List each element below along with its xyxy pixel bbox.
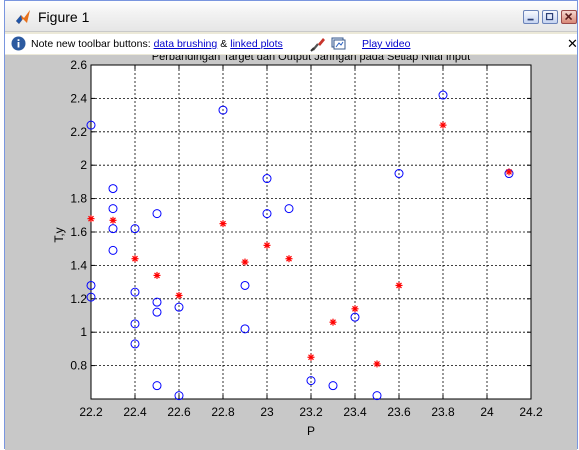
matlab-logo-icon (16, 10, 30, 24)
x-tick-label: 23.2 (299, 405, 323, 419)
x-tick-label: 23 (260, 405, 274, 419)
data-point-circle (130, 224, 140, 234)
notice-close-icon[interactable]: ✕ (567, 36, 578, 51)
y-tick-label: 2.2 (70, 125, 87, 139)
info-icon (11, 36, 26, 51)
data-point-circle (240, 280, 250, 290)
grid-lines (91, 65, 531, 399)
data-point-circle (152, 297, 162, 307)
data-point-asterisk (131, 255, 139, 263)
data-point-asterisk (109, 216, 117, 224)
data-point-circle (152, 307, 162, 317)
data-point-circle (108, 245, 118, 255)
data-point-asterisk (373, 360, 381, 368)
data-point-circle (240, 324, 250, 334)
x-axis-label: P (307, 424, 315, 438)
data-point-asterisk (439, 121, 447, 129)
y-axis-label: T,y (52, 227, 66, 242)
data-point-circle (108, 204, 118, 214)
x-tick-label: 23.6 (387, 405, 411, 419)
data-point-asterisk (263, 241, 271, 249)
data-point-circle (218, 105, 228, 115)
data-point-circle (174, 302, 184, 312)
x-tick-label: 23.4 (343, 405, 367, 419)
y-tick-label: 1.8 (70, 192, 87, 206)
y-tick-label: 2 (80, 158, 87, 172)
y-tick-label: 1.4 (70, 258, 87, 272)
scatter-plot: Perbandingan Target dan Output Jaringan … (52, 55, 543, 438)
title-bar[interactable]: Figure 1 (5, 1, 577, 32)
data-point-circle (262, 209, 272, 219)
linked-plots-link[interactable]: linked plots (230, 38, 283, 50)
data-point-circle (262, 174, 272, 184)
notice-prefix: Note new toolbar buttons: (31, 38, 151, 50)
data-point-circle (284, 204, 294, 214)
data-point-circle (372, 391, 382, 401)
data-point-circle (328, 381, 338, 391)
data-point-circle (306, 376, 316, 386)
chart-title: Perbandingan Target dan Output Jaringan … (152, 55, 470, 63)
y-tick-label: 0.8 (70, 359, 87, 373)
data-point-circle (130, 287, 140, 297)
data-point-circle (130, 339, 140, 349)
data-point-asterisk (87, 215, 95, 223)
minimize-button[interactable] (523, 10, 539, 24)
data-point-asterisk (285, 255, 293, 263)
data-point-asterisk (175, 291, 183, 299)
notice-text: Note new toolbar buttons: data brushing &… (31, 38, 283, 50)
y-tick-label: 1 (80, 325, 87, 339)
data-point-asterisk (241, 258, 249, 266)
window-title: Figure 1 (38, 9, 90, 25)
axis-ticks: 22.2 22.4 22.6 22.8 23 23.2 23.4 23.6 23.8 24 24.2… (70, 58, 543, 419)
data-point-asterisk (307, 353, 315, 361)
x-tick-label: 23.8 (431, 405, 455, 419)
x-tick-label: 24.2 (519, 405, 543, 419)
x-tick-label: 22.2 (79, 405, 103, 419)
data-point-circle (108, 224, 118, 234)
y-tick-label: 2.6 (70, 58, 87, 72)
figure-canvas: Perbandingan Target dan Output Jaringan … (5, 55, 577, 450)
x-tick-label: 22.8 (211, 405, 235, 419)
data-point-circle (394, 169, 404, 179)
brush-icon[interactable] (310, 36, 326, 52)
data-point-asterisk (219, 220, 227, 228)
data-point-asterisk (153, 271, 161, 279)
data-point-circle (152, 209, 162, 219)
close-icon (565, 13, 573, 21)
x-tick-label: 22.4 (123, 405, 147, 419)
data-point-asterisk (351, 305, 359, 313)
minimize-icon (527, 18, 534, 21)
figure-window: Figure 1 Note new toolbar buttons: data … (4, 0, 578, 450)
maximize-button[interactable] (542, 10, 558, 24)
y-tick-label: 1.2 (70, 292, 87, 306)
maximize-icon (545, 12, 554, 21)
data-point-circle (350, 312, 360, 322)
data-point-circle (86, 120, 96, 130)
data-brushing-link[interactable]: data brushing (153, 38, 218, 50)
data-point-circle (130, 319, 140, 329)
data-point-circle (438, 90, 448, 100)
play-video-link[interactable]: Play video (362, 38, 411, 50)
data-point-circle (86, 292, 96, 302)
notice-ampersand: & (220, 38, 228, 50)
x-tick-label: 24 (480, 405, 494, 419)
data-point-asterisk (505, 168, 513, 176)
linked-plots-icon[interactable] (330, 36, 346, 52)
data-markers (86, 90, 514, 401)
x-tick-label: 22.6 (167, 405, 191, 419)
y-tick-label: 1.6 (70, 225, 87, 239)
data-point-asterisk (329, 318, 337, 326)
data-point-circle (152, 381, 162, 391)
data-point-circle (174, 391, 184, 401)
data-point-circle (86, 280, 96, 290)
toolbar-notice-bar: Note new toolbar buttons: data brushing &… (5, 34, 578, 54)
y-tick-label: 2.4 (70, 91, 87, 105)
data-point-circle (108, 184, 118, 194)
close-button[interactable] (561, 10, 577, 24)
data-point-asterisk (395, 281, 403, 289)
